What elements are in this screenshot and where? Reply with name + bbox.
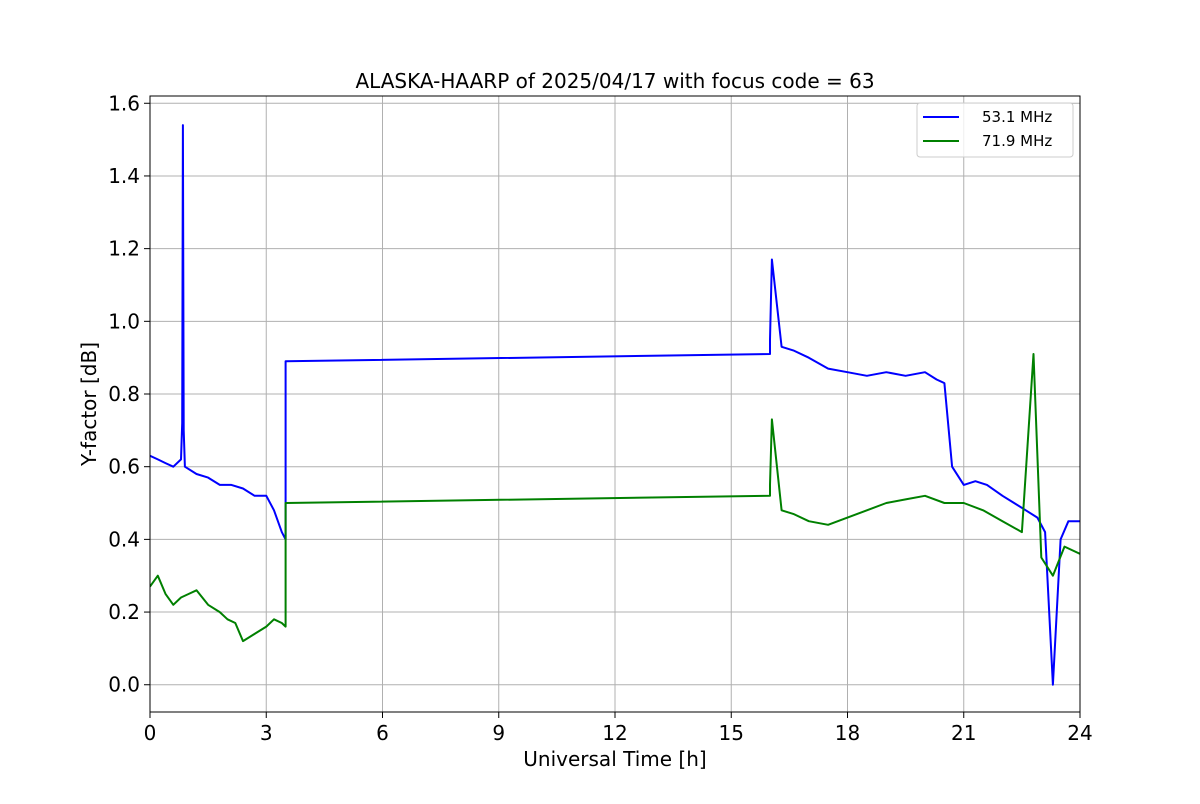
legend: 53.1 MHz 71.9 MHz (916, 102, 1074, 158)
x-axis-label: Universal Time [h] (523, 747, 706, 771)
y-tick-label: 0.6 (108, 455, 140, 479)
x-tick-label: 6 (376, 721, 389, 745)
x-tick-label: 3 (260, 721, 273, 745)
series-layer (150, 124, 1080, 686)
x-tick-label: 12 (602, 721, 627, 745)
x-tick-label: 0 (144, 721, 157, 745)
y-tick-label: 0.2 (108, 600, 140, 624)
x-tick-label: 21 (951, 721, 976, 745)
y-axis-label: Y-factor [dB] (77, 342, 101, 467)
y-axis: 0.0 0.2 0.4 0.6 0.8 1.0 1.2 1.4 1.6 (108, 91, 150, 697)
y-tick-label: 1.2 (108, 237, 140, 261)
legend-label-71mhz: 71.9 MHz (982, 132, 1052, 150)
y-tick-label: 0.8 (108, 382, 140, 406)
y-tick-label: 0.0 (108, 673, 140, 697)
y-tick-label: 1.6 (108, 91, 140, 115)
grid (149, 96, 1081, 712)
y-tick-label: 1.4 (108, 164, 140, 188)
y-tick-label: 1.0 (108, 309, 140, 333)
x-tick-label: 18 (835, 721, 860, 745)
legend-label-53mhz: 53.1 MHz (982, 108, 1052, 126)
x-tick-label: 24 (1067, 721, 1092, 745)
y-tick-label: 0.4 (108, 527, 140, 551)
x-tick-label: 9 (492, 721, 505, 745)
x-axis: 0 3 6 9 12 15 18 21 24 (144, 712, 1093, 745)
series-line-1 (150, 353, 1080, 643)
chart-title: ALASKA-HAARP of 2025/04/17 with focus co… (355, 69, 874, 93)
series-line-0 (150, 124, 1080, 686)
x-tick-label: 15 (719, 721, 744, 745)
